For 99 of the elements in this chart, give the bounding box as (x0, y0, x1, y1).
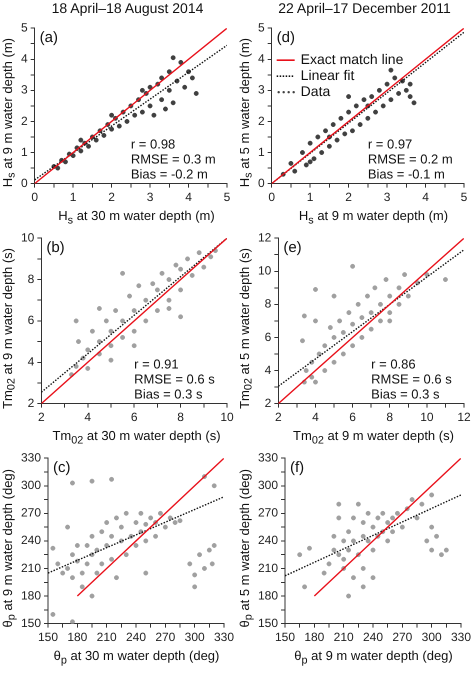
y-tick-label: 5 (20, 20, 28, 35)
y-tick-label: 4 (258, 52, 265, 66)
annotation: (b) (46, 238, 65, 256)
y-tick-label: 2 (28, 396, 35, 410)
chart-title: 18 April–18 August 2014 (50, 0, 204, 18)
y-tick-label: 330 (258, 450, 278, 465)
y-tick-label: 240 (20, 533, 42, 548)
chart-title: 22 April–17 December 2011 (277, 0, 452, 18)
x-tick-label: 2 (345, 190, 352, 204)
y-tick-label: 300 (20, 478, 42, 492)
x-axis-title: H$_{s}$ at 30 m water depth (m) (57, 208, 216, 228)
legend-label: Linear fit (300, 67, 354, 84)
annotation: (f) (290, 458, 304, 476)
x-tick-label: 150 (275, 630, 296, 644)
x-tick-label: 3 (146, 190, 154, 204)
annotation: Bias = 0.3 s (134, 386, 203, 402)
annotation: RMSE = 0.6 s (134, 372, 216, 387)
x-tick-label: 10 (220, 410, 234, 424)
x-tick-label: 210 (334, 630, 354, 644)
x-tick-label: 3 (384, 190, 391, 204)
x-tick-label: 300 (184, 630, 205, 644)
annotation: Bias = -0.1 m (368, 166, 445, 182)
y-tick-label: 8 (28, 272, 35, 286)
y-tick-label: 330 (20, 450, 42, 465)
y-tick-label: 300 (258, 478, 278, 492)
x-tick-label: 240 (362, 630, 384, 644)
x-tick-label: 150 (38, 630, 58, 644)
x-tick-label: 4 (185, 190, 192, 204)
y-tick-label: 1 (258, 144, 265, 159)
x-axis-title: θ$_{p}$ at 30 m water depth (deg) (52, 648, 220, 668)
x-tick-label: 240 (126, 630, 146, 644)
x-tick-label: 10 (420, 410, 434, 424)
y-tick-label: 1 (20, 144, 28, 159)
x-tick-label: 4 (84, 410, 92, 424)
x-tick-label: 300 (422, 630, 442, 644)
y-tick-label: 240 (258, 533, 278, 548)
annotation: (d) (276, 28, 296, 46)
x-tick-label: 12 (457, 410, 471, 424)
y-tick-label: 4 (264, 362, 272, 377)
annotation: RMSE = 0.3 m (130, 152, 216, 167)
x-tick-label: 6 (130, 410, 138, 424)
annotation: r = 0.86 (371, 356, 416, 372)
x-tick-label: 270 (392, 630, 413, 644)
y-tick-label: 180 (20, 588, 42, 602)
x-tick-label: 1 (70, 190, 77, 204)
annotation: (c) (53, 458, 71, 476)
annotation: r = 0.98 (130, 136, 176, 152)
x-axis-title: Tm$_{02}$ at 30 m water depth (s) (51, 428, 222, 448)
annotation: r = 0.97 (368, 136, 412, 152)
y-tick-label: 210 (20, 560, 42, 575)
annotation: RMSE = 0.2 m (368, 152, 453, 167)
x-tick-label: 5 (460, 190, 468, 204)
x-axis-title: H$_{s}$ at 9 m water depth (m) (298, 208, 450, 228)
y-tick-label: 3 (258, 82, 265, 97)
y-tick-label: 6 (28, 313, 35, 328)
y-tick-label: 3 (20, 82, 28, 97)
x-tick-label: 180 (67, 630, 88, 644)
y-tick-label: 5 (258, 20, 265, 35)
x-tick-label: 4 (422, 190, 430, 204)
y-tick-label: 270 (20, 506, 42, 520)
x-tick-label: 2 (108, 190, 116, 204)
y-tick-label: 0 (20, 176, 28, 190)
x-axis-title: Tm$_{02}$ at 9 m water depth (s) (292, 428, 455, 448)
x-tick-label: 4 (312, 410, 320, 424)
y-tick-label: 180 (258, 588, 278, 602)
y-tick-label: 10 (258, 264, 272, 278)
x-axis-title: θ$_{p}$ at 9 m water depth (deg) (293, 648, 454, 668)
x-tick-label: 330 (450, 630, 472, 644)
x-tick-label: 1 (306, 190, 314, 204)
x-tick-label: 5 (224, 190, 231, 204)
x-tick-label: 270 (155, 630, 176, 644)
y-tick-label: 6 (264, 330, 272, 344)
y-tick-label: 4 (28, 354, 35, 369)
y-tick-label: 210 (258, 560, 278, 575)
x-tick-label: 6 (349, 410, 356, 424)
y-tick-label: 10 (20, 230, 35, 245)
legend-label: Exact match line (300, 51, 404, 68)
y-tick-label: 12 (258, 230, 272, 245)
y-tick-label: 0 (258, 176, 265, 190)
x-tick-label: 8 (386, 410, 394, 424)
y-tick-label: 2 (258, 114, 265, 128)
y-tick-label: 270 (258, 506, 278, 520)
x-tick-label: 210 (96, 630, 118, 644)
y-tick-label: 2 (264, 396, 272, 410)
y-tick-label: 4 (20, 52, 28, 66)
annotation: (e) (283, 238, 302, 256)
annotation: Bias = 0.3 s (371, 386, 440, 402)
series-label: Data (300, 83, 330, 100)
y-tick-label: 8 (264, 296, 272, 311)
x-tick-label: 8 (177, 410, 184, 424)
annotation: (a) (40, 28, 58, 46)
annotation: Bias = -0.2 m (130, 166, 208, 182)
x-tick-label: 330 (214, 630, 234, 644)
x-tick-label: 180 (304, 630, 325, 644)
annotation: r = 0.91 (134, 356, 179, 372)
annotation: RMSE = 0.6 s (371, 372, 452, 387)
y-tick-label: 150 (20, 616, 42, 630)
y-tick-label: 2 (20, 114, 28, 128)
y-tick-label: 150 (258, 616, 278, 630)
